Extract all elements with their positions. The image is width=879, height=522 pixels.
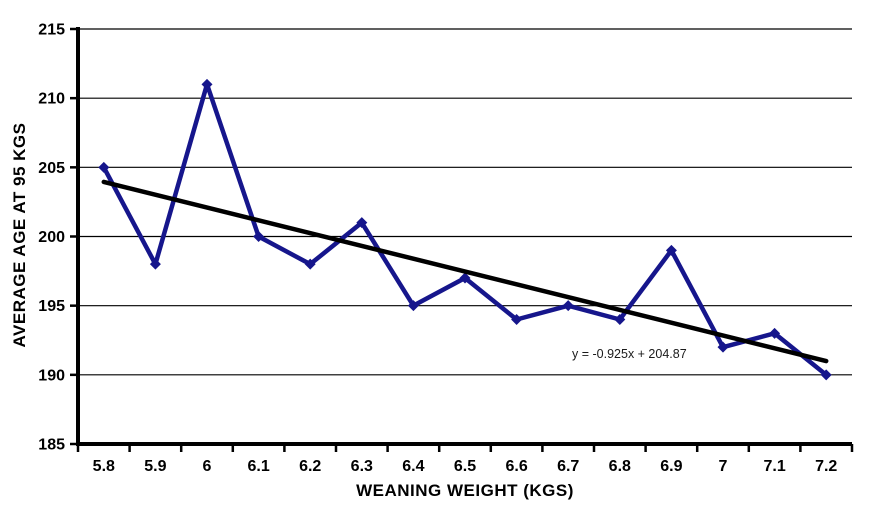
x-tick-label: 7 [719, 458, 728, 475]
data-series-line [101, 82, 829, 378]
data-point-marker [717, 341, 729, 353]
data-point-marker [356, 217, 368, 229]
x-tick-label: 6.7 [557, 458, 579, 475]
data-point-marker [511, 314, 523, 325]
trend-line [101, 179, 829, 364]
data-point-marker [304, 258, 316, 270]
x-tick-label: 6.3 [351, 458, 373, 475]
data-point-marker [562, 300, 574, 312]
x-tick-label: 6.6 [505, 458, 527, 475]
y-gridlines [78, 28, 852, 376]
x-tick-label: 6.8 [609, 458, 631, 475]
x-tick-label: 6.9 [660, 458, 682, 475]
trendline-equation-label: y = -0.925x + 204.87 [572, 347, 687, 361]
data-point-marker [820, 369, 832, 381]
y-axis-title: AVERAGE AGE AT 95 KGS [10, 122, 29, 348]
y-tick-label: 200 [38, 229, 65, 246]
data-point-marker [407, 300, 419, 312]
y-tick-label: 190 [38, 367, 65, 384]
y-tick-label: 210 [38, 91, 65, 108]
x-tick-label: 5.8 [93, 458, 115, 475]
y-tick-label: 205 [38, 160, 65, 177]
axis-ticks [70, 27, 854, 452]
x-tick-label: 6.4 [402, 458, 424, 475]
x-tick-label: 6.1 [247, 458, 269, 475]
y-tick-label: 185 [38, 437, 65, 454]
data-point-marker [98, 161, 110, 173]
data-point-marker [665, 244, 677, 256]
x-tick-label: 6.5 [454, 458, 476, 475]
data-point-marker [201, 78, 213, 90]
x-tick-label: 5.9 [144, 458, 166, 475]
data-point-marker [769, 327, 781, 339]
y-tick-label: 195 [38, 298, 65, 315]
y-tick-labels: 185 190 195 200 205 210 215 [38, 22, 65, 454]
y-tick-label: 215 [38, 22, 65, 39]
data-point-marker [614, 314, 626, 325]
data-point-markers [98, 78, 832, 381]
data-point-marker [149, 258, 161, 270]
data-point-marker [459, 272, 471, 284]
x-tick-label: 6.2 [299, 458, 321, 475]
data-point-marker [253, 231, 265, 242]
x-tick-label: 7.1 [763, 458, 785, 475]
x-tick-label: 7.2 [815, 458, 837, 475]
x-tick-label: 6 [203, 458, 212, 475]
x-tick-labels: 5.8 5.9 6 6.1 6.2 6.3 6.4 6.5 6.6 6.7 6.8 6.9 7 7.1 7.… [93, 458, 838, 475]
x-axis-title: WEANING WEIGHT (KGS) [356, 481, 574, 500]
